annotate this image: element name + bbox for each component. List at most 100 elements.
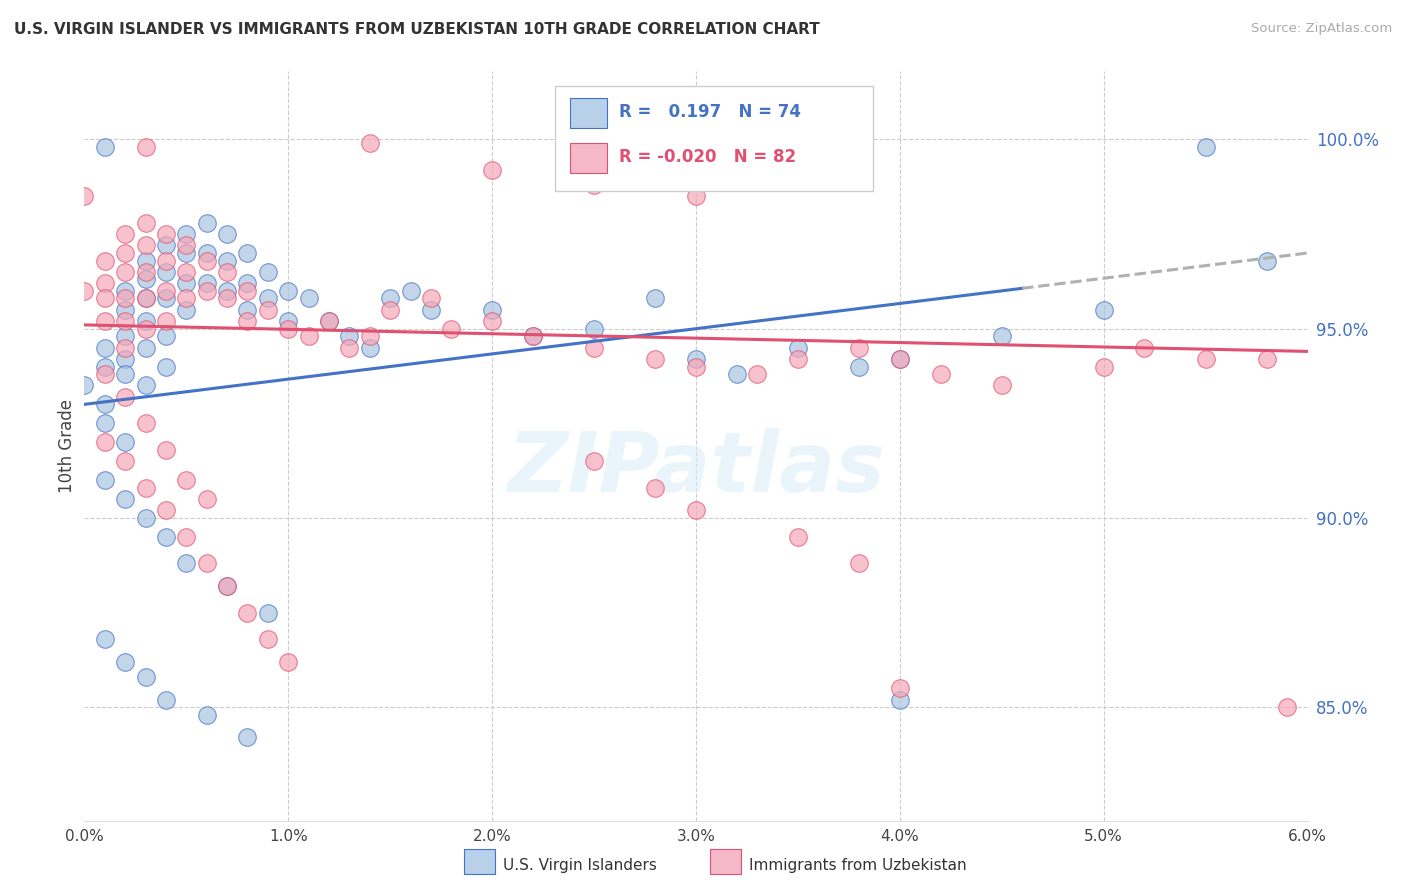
Point <box>176 473 198 487</box>
Point <box>685 189 707 203</box>
Point <box>114 314 136 328</box>
Point <box>135 321 157 335</box>
Point <box>1195 140 1218 154</box>
Point <box>195 253 218 268</box>
Point <box>929 367 952 381</box>
Point <box>889 351 911 366</box>
Point <box>114 284 136 298</box>
Point <box>93 341 117 355</box>
Point <box>481 162 503 177</box>
Point <box>889 692 911 706</box>
Point <box>848 557 870 571</box>
Point <box>114 265 136 279</box>
Point <box>155 359 177 374</box>
FancyBboxPatch shape <box>569 97 606 128</box>
Point <box>236 606 259 620</box>
Point <box>195 277 218 291</box>
Point <box>277 314 299 328</box>
Point <box>93 253 117 268</box>
Point <box>176 530 198 544</box>
Point <box>747 367 769 381</box>
Point <box>155 238 177 252</box>
Point <box>236 302 259 317</box>
Point <box>176 238 198 252</box>
Point <box>93 367 117 381</box>
Point <box>889 681 911 696</box>
Point <box>644 481 666 495</box>
Point <box>277 321 299 335</box>
Point <box>93 314 117 328</box>
Point <box>440 321 463 335</box>
Point <box>236 277 259 291</box>
Point <box>135 265 157 279</box>
Point <box>176 227 198 241</box>
Point <box>1133 341 1156 355</box>
Point <box>359 329 381 343</box>
Point <box>114 302 136 317</box>
Point <box>725 367 748 381</box>
Point <box>114 435 136 450</box>
Point <box>236 314 259 328</box>
Point <box>176 302 198 317</box>
Point <box>114 390 136 404</box>
Point <box>644 351 666 366</box>
Point <box>787 341 810 355</box>
Point <box>114 292 136 306</box>
Point <box>135 140 157 154</box>
Point <box>155 692 177 706</box>
Point <box>236 731 259 745</box>
Text: Immigrants from Uzbekistan: Immigrants from Uzbekistan <box>749 858 967 872</box>
Point <box>787 530 810 544</box>
Point <box>135 670 157 684</box>
Point <box>217 579 239 593</box>
Point <box>135 216 157 230</box>
Point <box>176 265 198 279</box>
Point <box>217 579 239 593</box>
Text: Source: ZipAtlas.com: Source: ZipAtlas.com <box>1251 22 1392 36</box>
Text: U.S. Virgin Islanders: U.S. Virgin Islanders <box>503 858 657 872</box>
Point <box>114 341 136 355</box>
Point <box>257 292 280 306</box>
Point <box>644 292 666 306</box>
Point <box>195 491 218 506</box>
Point <box>155 503 177 517</box>
Point <box>339 341 361 355</box>
Point <box>135 417 157 431</box>
Point <box>399 284 422 298</box>
Point <box>114 227 136 241</box>
Point <box>787 351 810 366</box>
Point <box>481 314 503 328</box>
Point <box>257 265 280 279</box>
Point <box>195 284 218 298</box>
Point <box>685 359 707 374</box>
Text: R = -0.020   N = 82: R = -0.020 N = 82 <box>619 148 796 166</box>
Point <box>1195 351 1218 366</box>
Point <box>217 253 239 268</box>
Point <box>889 351 911 366</box>
Point <box>583 341 606 355</box>
Point <box>991 329 1014 343</box>
Point <box>380 292 402 306</box>
Point <box>380 302 402 317</box>
Point <box>848 359 870 374</box>
Point <box>318 314 340 328</box>
Point <box>685 503 707 517</box>
Point <box>93 292 117 306</box>
Point <box>135 481 157 495</box>
Point <box>155 530 177 544</box>
Point <box>1256 253 1278 268</box>
Point <box>135 314 157 328</box>
Point <box>155 227 177 241</box>
Text: ZIPatlas: ZIPatlas <box>508 428 884 509</box>
Point <box>236 246 259 260</box>
Point <box>257 302 280 317</box>
Point <box>93 435 117 450</box>
Point <box>155 253 177 268</box>
Point <box>93 140 117 154</box>
Point <box>1256 351 1278 366</box>
Point <box>93 277 117 291</box>
Point <box>583 321 606 335</box>
Point <box>277 284 299 298</box>
Point <box>217 284 239 298</box>
Point <box>114 246 136 260</box>
